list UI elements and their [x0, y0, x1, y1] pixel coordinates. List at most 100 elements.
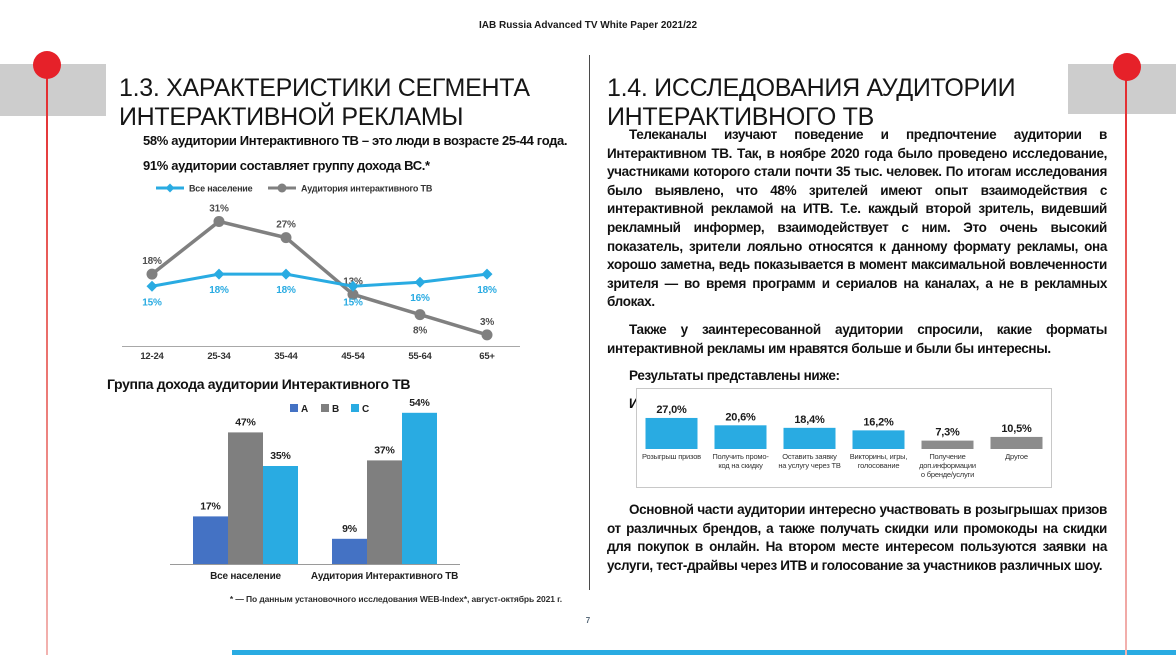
x-tick-label: голосование	[858, 461, 900, 470]
data-label: 47%	[235, 416, 256, 428]
red-accent-line-right	[1125, 67, 1127, 655]
data-label: 3%	[480, 317, 494, 328]
x-tick-label: Викторины, игры,	[850, 452, 908, 461]
data-point	[481, 268, 493, 280]
x-tick-label: Все население	[210, 571, 281, 582]
red-accent-line-left	[46, 65, 48, 655]
bar	[645, 417, 698, 449]
data-label: 16,2%	[863, 416, 894, 428]
data-point	[414, 276, 426, 288]
legend-label: B	[332, 404, 339, 415]
data-label: 18,4%	[794, 414, 825, 426]
interest-bar-chart-frame: 27,0% Розыгрыш призов 20,6% Получить промо-…	[636, 388, 1052, 488]
x-tick-label: 25-34	[207, 351, 231, 362]
section-title-1-4: 1.4. ИССЛЕДОВАНИЯ АУДИТОРИИ ИНТЕРАКТИВНО…	[607, 73, 1016, 131]
data-point	[280, 232, 292, 244]
legend-swatch	[321, 404, 329, 412]
data-label: 17%	[200, 500, 221, 512]
column-divider	[589, 55, 590, 590]
red-accent-circle-right	[1113, 53, 1141, 81]
income-chart-title: Группа дохода аудитории Интерактивного Т…	[107, 376, 411, 392]
income-group-bar-chart: A B C 17% 9% 47% 37% 35% 54% Все население Аудитор…	[170, 398, 460, 582]
bar	[402, 412, 437, 564]
x-tick-label: код на скидку	[718, 461, 763, 470]
bar	[228, 432, 263, 564]
data-point	[213, 268, 225, 280]
page-number: 7	[585, 616, 591, 625]
data-label: 7,3%	[935, 427, 960, 439]
paragraph-question: Также у заинтересованной аудитории спрос…	[607, 321, 1107, 356]
interest-bar-chart: 27,0% Розыгрыш призов 20,6% Получить промо-…	[642, 404, 1043, 479]
legend-label: C	[362, 404, 369, 415]
data-point	[146, 280, 158, 292]
data-label: 35%	[270, 450, 291, 462]
series-line	[151, 272, 488, 288]
legend-diamond-marker	[165, 183, 175, 193]
data-label: 54%	[409, 398, 430, 409]
data-point	[414, 309, 426, 321]
x-tick-label: Получить промо-	[712, 452, 769, 461]
running-header: IAB Russia Advanced TV White Paper 2021/…	[478, 20, 698, 31]
data-label: 18%	[142, 256, 162, 267]
paragraph-conclusion: Основной части аудитории интересно участ…	[607, 502, 1107, 573]
data-point	[347, 288, 359, 300]
x-tick-label: 65+	[479, 351, 495, 362]
data-point	[280, 268, 292, 280]
data-label: 10,5%	[1001, 423, 1032, 435]
data-label: 31%	[209, 203, 229, 214]
data-label: 15%	[343, 297, 363, 308]
bar	[852, 430, 905, 449]
lead-line-age: 58% аудитории Интерактивного ТВ – это лю…	[143, 133, 568, 148]
data-point	[481, 329, 493, 341]
data-point	[347, 280, 359, 292]
age-structure-line-chart: 12-24 25-34 35-44 45-54 55-64 65+ Все населени…	[122, 183, 520, 362]
bar	[783, 427, 836, 449]
data-label: 8%	[413, 326, 427, 337]
data-label: 37%	[374, 444, 395, 456]
bar	[714, 425, 767, 449]
bottom-accent-bar	[232, 650, 1176, 655]
series-line	[150, 219, 488, 337]
bar	[990, 436, 1043, 449]
data-label: 16%	[410, 293, 430, 304]
data-label: 18%	[477, 285, 497, 296]
bar	[332, 538, 367, 564]
legend-label: A	[301, 404, 308, 415]
data-point	[146, 268, 158, 280]
x-tick-label: Другое	[1005, 452, 1028, 461]
bar	[193, 516, 228, 564]
legend-label: Все население	[189, 184, 253, 194]
bar	[921, 440, 974, 449]
body-text-block: Телеканалы изучают поведение и предпочте…	[607, 126, 1107, 422]
x-tick-label: доп.информации	[919, 461, 976, 470]
x-tick-label: 35-44	[274, 351, 298, 362]
x-tick-label: 12-24	[140, 351, 164, 362]
x-tick-label: на услугу через ТВ	[778, 461, 840, 470]
data-label: 15%	[142, 297, 162, 308]
data-label: 20,6%	[725, 411, 756, 423]
data-point	[213, 215, 225, 227]
legend-swatch	[351, 404, 359, 412]
x-tick-label: Розыгрыш призов	[642, 452, 701, 461]
bar	[367, 460, 402, 564]
x-tick-label: о бренде/услуги	[921, 470, 974, 479]
paragraph-research: Телеканалы изучают поведение и предпочте…	[607, 127, 1107, 310]
legend-swatch	[290, 404, 298, 412]
red-accent-circle-left	[33, 51, 61, 79]
x-tick-label: Оставить заявку	[782, 452, 837, 461]
x-tick-label: 55-64	[408, 351, 432, 362]
x-tick-label: Аудитория Интерактивного ТВ	[311, 571, 458, 582]
x-tick-label: 45-54	[341, 351, 365, 362]
legend-label: Аудитория интерактивного ТВ	[301, 184, 433, 194]
section-title-1-3: 1.3. ХАРАКТЕРИСТИКИ СЕГМЕНТА ИНТЕРАКТИВН…	[119, 73, 530, 131]
source-footnote: * — По данным установочного исследования…	[229, 594, 562, 604]
paragraph-results-note: Результаты представлены ниже:	[629, 368, 840, 384]
data-label: 18%	[276, 285, 296, 296]
x-tick-label: Получение	[929, 452, 965, 461]
data-label: 27%	[276, 220, 296, 231]
lead-line-income: 91% аудитории составляет группу дохода В…	[143, 158, 430, 173]
data-label: 27,0%	[656, 404, 687, 416]
data-label: 9%	[342, 523, 358, 535]
data-label: 18%	[209, 285, 229, 296]
